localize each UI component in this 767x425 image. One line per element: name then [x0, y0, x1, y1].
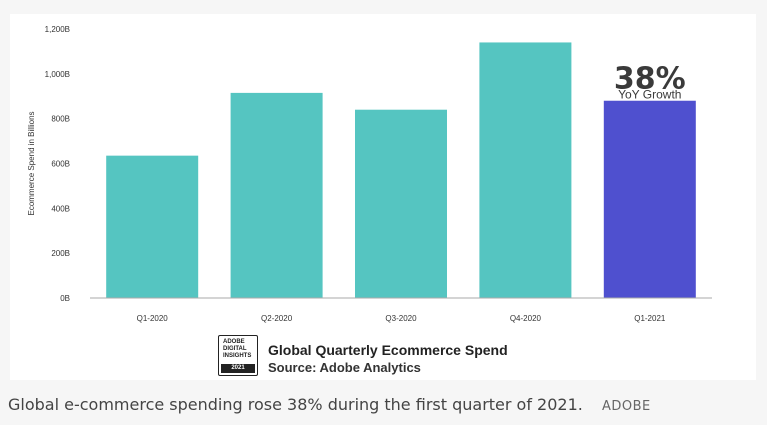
y-tick-label: 0B: [60, 294, 70, 303]
image-caption-text: Global e-commerce spending rose 38% duri…: [8, 395, 583, 414]
chart-caption-source: Source: Adobe Analytics: [268, 360, 421, 375]
chart-figure: 0B 200B 400B 600B 800B 1,000B 1,200B Q1-2020 Q2…: [10, 14, 756, 380]
adobe-digital-insights-logo: ADOBE DIGITAL INSIGHTS 2021: [218, 335, 258, 376]
x-tick-label: Q1-2021: [634, 314, 666, 323]
brand-line: DIGITAL: [223, 346, 247, 352]
y-tick-label: 400B: [51, 204, 70, 213]
chart-caption-title: Global Quarterly Ecommerce Spend: [268, 342, 508, 358]
image-credit: ADOBE: [601, 399, 651, 414]
growth-annotation-value: 38%: [614, 62, 686, 97]
x-tick-label: Q3-2020: [385, 314, 417, 323]
x-tick-label: Q2-2020: [261, 314, 293, 323]
x-tick-label: Q4-2020: [510, 314, 542, 323]
brand-line: INSIGHTS: [223, 353, 252, 359]
y-tick-label: 600B: [51, 160, 70, 169]
y-axis-title: Ecommerce Spend in Billions: [27, 111, 36, 215]
bar-q3-2020: [355, 109, 447, 298]
y-tick-label: 800B: [51, 115, 70, 124]
brand-line: ADOBE: [223, 339, 245, 345]
y-tick-label: 1,000B: [45, 70, 70, 79]
y-tick-label: 1,200B: [45, 25, 70, 34]
bar-chart: 0B 200B 400B 600B 800B 1,000B 1,200B Q1-2020 Q2…: [27, 25, 712, 323]
brand-year: 2021: [221, 364, 255, 373]
image-caption: Global e-commerce spending rose 38% duri…: [8, 395, 651, 414]
bar-q4-2020: [479, 42, 572, 299]
bar-q2-2020: [230, 92, 323, 298]
y-tick-label: 200B: [51, 249, 70, 258]
x-tick-label: Q1-2020: [137, 314, 169, 323]
bar-q1-2020: [106, 155, 199, 298]
bar-q1-2021: [603, 100, 696, 298]
growth-annotation-label: YoY Growth: [618, 88, 681, 102]
